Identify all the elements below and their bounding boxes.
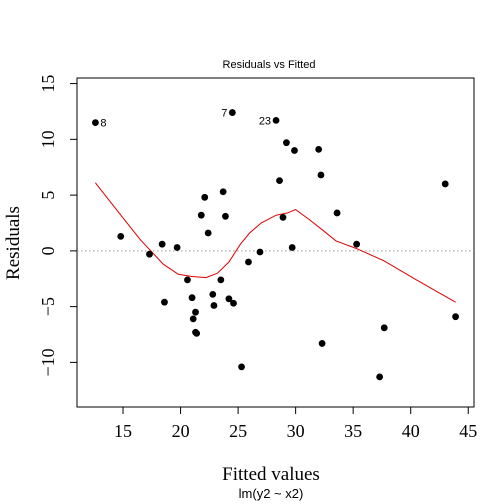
data-point [228,109,236,116]
chart-title: Residuals vs Fitted [223,59,316,71]
x-tick-label: 20 [172,421,190,441]
y-tick-label: 5 [38,191,58,200]
point-label: 8 [100,118,106,130]
data-point [315,145,323,153]
point-label: 23 [259,115,271,127]
smooth-trend-line [95,182,456,303]
data-point [92,119,99,127]
data-point [380,324,388,332]
data-point [173,244,181,251]
residual-points [92,109,459,381]
data-point [283,139,290,147]
data-point [353,240,361,248]
data-point [452,313,459,321]
data-point [317,171,325,179]
data-point [193,329,201,337]
data-point [189,315,197,323]
data-point [276,177,283,185]
data-point [146,250,153,258]
data-point [188,294,196,302]
data-point [333,209,341,217]
y-axis-title: Residuals [3,206,24,280]
data-point [219,188,227,196]
data-point [318,340,326,347]
data-point [245,258,252,266]
y-axis: −10 −5 0 5 10 15 [38,75,78,376]
data-point [288,244,296,251]
plot-frame [76,77,475,408]
x-tick-label: 45 [459,421,477,441]
data-point [197,211,205,219]
data-point [184,276,191,284]
y-tick-label: 10 [38,130,58,148]
x-tick-label: 25 [229,421,247,441]
x-tick-label: 35 [344,421,362,441]
data-point [238,363,245,371]
model-subtitle: lm(y2 ~ x2) [239,486,304,501]
x-axis: 15 20 25 30 35 40 45 [114,406,477,441]
data-point [204,229,212,237]
data-point [272,116,280,124]
data-point [222,212,229,220]
data-point [291,147,298,154]
data-point [225,295,233,303]
y-tick-label: 0 [38,246,58,255]
x-axis-title: Fitted values [222,464,320,485]
x-tick-label: 30 [287,421,305,441]
y-tick-label: 15 [38,75,58,93]
data-point [192,308,199,316]
data-point [256,248,264,256]
data-point [201,193,209,201]
x-tick-label: 40 [402,421,420,441]
data-point [210,302,218,309]
data-point [376,373,384,381]
data-point [209,290,217,298]
outlier-labels: 8 7 23 [100,108,271,130]
data-point [161,298,168,306]
data-point [117,232,125,240]
data-point [279,214,287,221]
y-tick-label: −5 [38,297,58,316]
data-point [158,240,166,248]
point-label: 7 [221,108,227,120]
smooth-line-path [95,182,456,303]
x-tick-label: 15 [114,421,132,441]
data-point [230,299,237,307]
data-point [441,180,449,188]
data-point [217,276,225,284]
y-tick-label: −10 [38,348,58,376]
